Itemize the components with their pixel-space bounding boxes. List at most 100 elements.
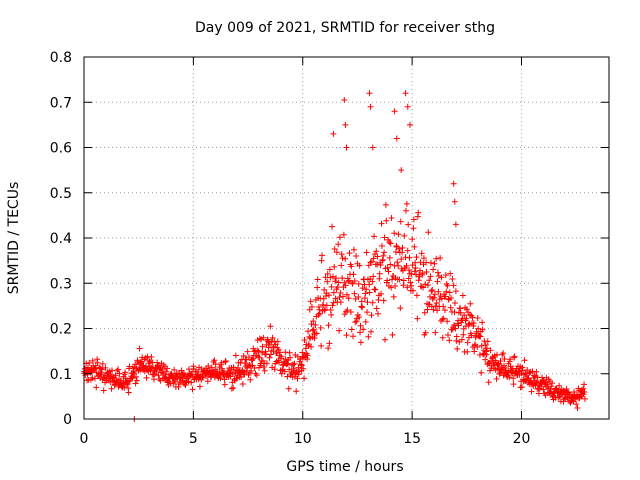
data-point [493,375,500,382]
data-point [208,364,215,371]
data-point [469,314,476,321]
data-point [482,356,489,363]
data-point [363,249,370,256]
data-point [245,354,252,361]
data-point [329,273,336,280]
data-point [386,239,393,246]
data-point [385,268,392,275]
data-point [431,294,437,301]
data-point [259,349,266,356]
data-point [404,284,411,291]
data-point [449,276,456,283]
data-point [87,369,94,376]
data-point [359,304,366,311]
data-point [403,207,409,214]
data-point [313,330,320,337]
data-point [298,362,305,369]
data-point [467,300,474,307]
data-point [353,252,360,259]
data-point [402,254,409,261]
data-point [342,255,349,262]
data-point [93,384,100,391]
data-point [208,373,215,380]
data-point [521,357,528,364]
data-point [466,320,473,327]
data-point [324,270,331,277]
data-point [339,275,346,282]
data-point [164,365,171,372]
data-point [308,303,315,310]
data-point [89,357,96,364]
data-point [355,280,362,287]
data-point [415,277,422,284]
data-point [310,318,317,325]
data-point [252,370,259,377]
data-point [478,342,485,349]
data-point [442,293,449,300]
data-point [450,282,457,289]
data-point [536,390,542,397]
data-point [112,372,119,379]
data-point [350,271,357,278]
data-point [433,300,440,307]
data-point [229,371,236,378]
data-point [94,359,101,366]
data-point [420,255,427,262]
data-point [497,358,504,365]
data-point [426,277,433,284]
data-point [175,370,182,377]
data-point [408,282,415,289]
data-point [501,356,508,363]
data-point [314,284,321,291]
data-point [391,230,398,237]
data-point [380,297,387,304]
data-point [125,389,132,396]
data-point [276,359,283,366]
data-point [511,353,518,360]
data-point [356,262,363,269]
data-point [573,401,580,408]
data-point [446,289,453,296]
data-point [485,379,492,386]
data-point [109,367,115,374]
data-point [396,245,402,252]
data-point [428,303,435,310]
chart-title: Day 009 of 2021, SRMTID for receiver sth… [195,20,495,36]
data-point [375,310,381,317]
data-point [328,311,335,318]
data-point [374,253,381,260]
data-point [476,351,483,358]
data-point [479,319,486,326]
data-point [301,375,308,382]
data-point [417,259,424,266]
data-point [383,217,390,224]
data-point [494,351,500,358]
data-point [445,331,451,338]
data-point [122,369,129,376]
data-point [147,358,154,365]
data-point [348,326,355,333]
data-point [388,215,395,222]
data-point [410,287,416,294]
data-point [281,368,288,375]
data-point [402,90,409,97]
data-point [405,221,412,228]
data-point [452,288,459,295]
data-point [471,348,478,355]
data-point [340,231,347,238]
data-point [403,262,410,269]
data-point [254,347,261,354]
data-point [115,366,122,373]
data-point [475,325,482,332]
data-point [431,260,438,267]
data-point [413,292,420,299]
y-tick-label: 0.8 [50,50,72,66]
data-point [348,263,355,270]
data-point [235,364,241,371]
data-point [331,245,338,252]
data-point [266,341,273,348]
data-point [424,282,431,289]
data-point [407,279,414,286]
data-point [540,386,547,393]
data-point [326,292,332,299]
